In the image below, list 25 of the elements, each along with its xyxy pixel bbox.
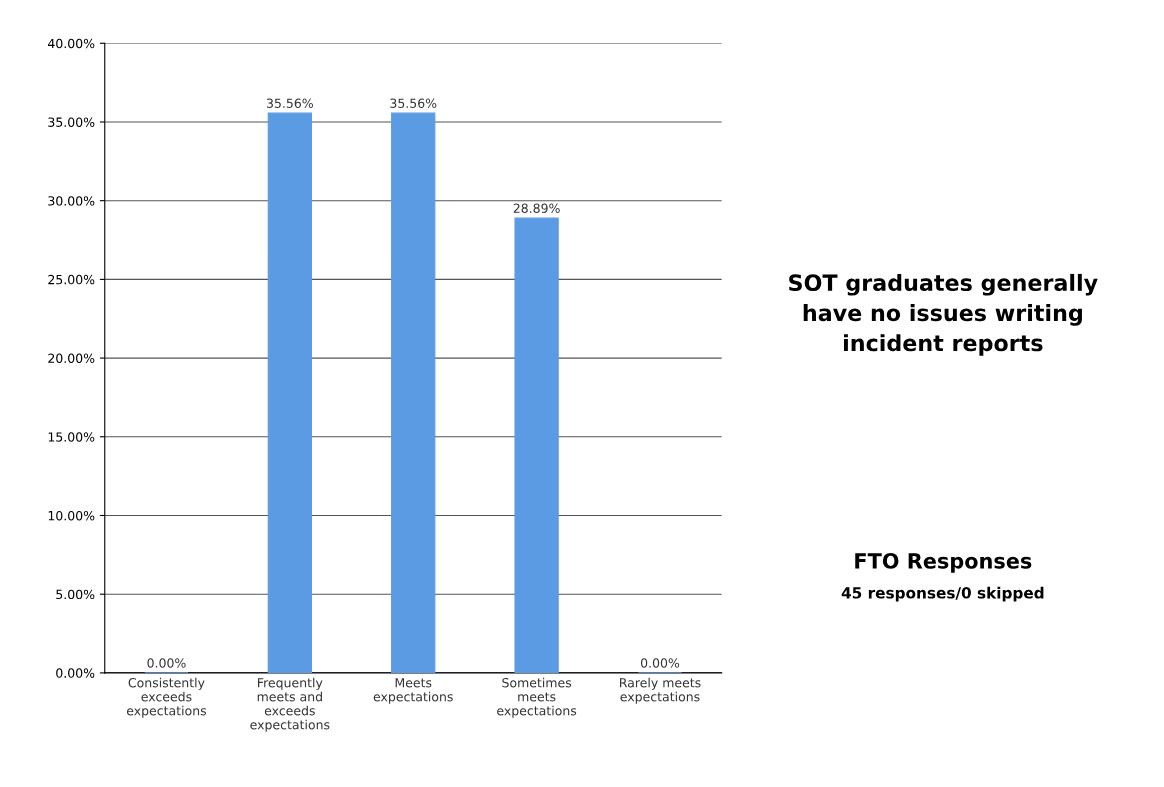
y-tick-label: 15.00% bbox=[48, 432, 95, 442]
data-label: 28.89% bbox=[513, 203, 560, 213]
x-tick-label: Rarely meets expectations bbox=[620, 677, 701, 704]
bar bbox=[514, 217, 559, 673]
text: 45 responses/0 skipped bbox=[841, 586, 1044, 602]
y-tick-label: 0.00% bbox=[56, 668, 95, 678]
text: FTO Responses bbox=[855, 552, 1032, 573]
y-tick-label: 30.00% bbox=[48, 196, 95, 206]
x-tick-label: Frequently meets and exceeds expectations bbox=[250, 677, 330, 732]
x-tick-label: Meets expectations bbox=[373, 678, 453, 704]
data-label: 0.00% bbox=[147, 658, 186, 668]
data-label: 35.56% bbox=[390, 98, 437, 108]
bar bbox=[267, 112, 312, 673]
text: SOT graduates generally have no issues writing incident reports bbox=[789, 273, 1098, 356]
y-tick-label: 5.00% bbox=[56, 589, 95, 600]
y-tick-label: 20.00% bbox=[48, 353, 95, 364]
data-label: 35.56% bbox=[266, 98, 313, 108]
y-tick-label: 10.00% bbox=[48, 510, 95, 521]
x-tick-label: Consistently exceeds expectations bbox=[126, 677, 207, 718]
y-tick-label: 40.00% bbox=[47, 38, 95, 49]
bar bbox=[391, 112, 436, 673]
y-tick-label: 35.00% bbox=[48, 117, 95, 127]
y-tick-label: 25.00% bbox=[48, 274, 95, 285]
x-tick-label: Sometimes meets expectations bbox=[497, 677, 577, 718]
data-label: 0.00% bbox=[640, 658, 680, 668]
